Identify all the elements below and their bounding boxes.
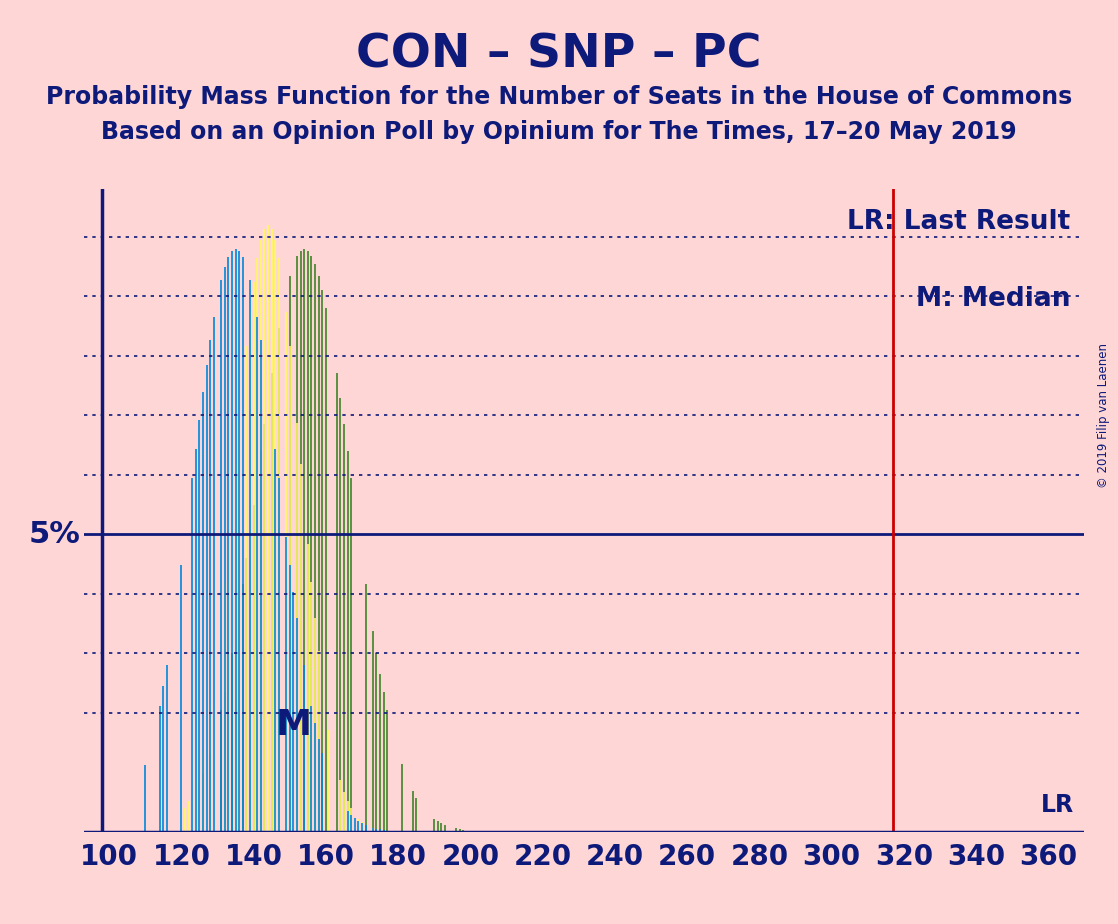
Text: © 2019 Filip van Laenen: © 2019 Filip van Laenen [1097, 344, 1110, 488]
Text: 5%: 5% [28, 520, 80, 549]
Text: CON – SNP – PC: CON – SNP – PC [357, 32, 761, 78]
Text: LR: LR [1041, 793, 1073, 817]
Text: M: Median: M: Median [916, 286, 1070, 311]
Text: M: M [275, 708, 311, 742]
Text: Probability Mass Function for the Number of Seats in the House of Commons: Probability Mass Function for the Number… [46, 85, 1072, 109]
Text: Based on an Opinion Poll by Opinium for The Times, 17–20 May 2019: Based on an Opinion Poll by Opinium for … [102, 120, 1016, 144]
Text: LR: Last Result: LR: Last Result [846, 209, 1070, 235]
